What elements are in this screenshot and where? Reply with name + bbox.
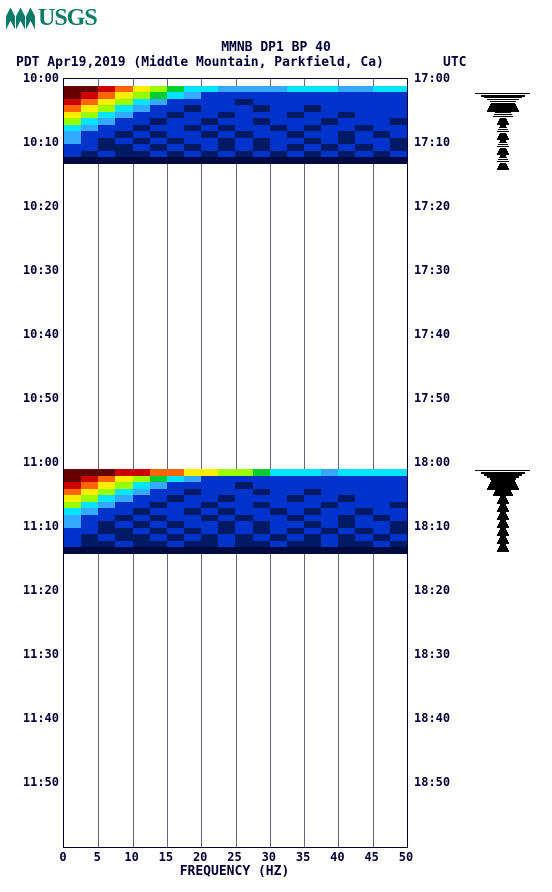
- x-tick: 50: [399, 850, 413, 864]
- left-tick: 10:10: [14, 135, 59, 149]
- right-tick: 17:30: [414, 263, 450, 277]
- logo-waves: [6, 8, 36, 30]
- x-tick: 35: [296, 850, 310, 864]
- x-axis-label: FREQUENCY (HZ): [63, 864, 406, 879]
- x-tick: 0: [59, 850, 66, 864]
- left-tick: 10:50: [14, 391, 59, 405]
- x-tick: 10: [124, 850, 138, 864]
- left-tick: 11:00: [14, 455, 59, 469]
- left-tick: 10:40: [14, 327, 59, 341]
- left-tick: 10:20: [14, 199, 59, 213]
- right-tick: 18:20: [414, 583, 450, 597]
- left-tick: 11:10: [14, 519, 59, 533]
- right-tick: 17:20: [414, 199, 450, 213]
- left-tick: 11:30: [14, 647, 59, 661]
- right-tick: 18:40: [414, 711, 450, 725]
- right-tick: 18:10: [414, 519, 450, 533]
- x-tick: 30: [262, 850, 276, 864]
- x-tick: 40: [330, 850, 344, 864]
- chart-title: MMNB DP1 BP 40: [0, 40, 552, 55]
- usgs-logo: USGS: [6, 5, 97, 32]
- x-tick: 15: [159, 850, 173, 864]
- waveform-2: [475, 462, 530, 557]
- right-tick: 17:40: [414, 327, 450, 341]
- x-tick: 25: [227, 850, 241, 864]
- right-tick: 18:30: [414, 647, 450, 661]
- right-tick: 17:00: [414, 71, 450, 85]
- left-tick: 10:00: [14, 71, 59, 85]
- right-tick: 17:10: [414, 135, 450, 149]
- left-tick: 11:20: [14, 583, 59, 597]
- left-tick: 11:40: [14, 711, 59, 725]
- left-tick: 11:50: [14, 775, 59, 789]
- subtitle-right: UTC: [443, 55, 466, 70]
- x-tick: 5: [94, 850, 101, 864]
- subtitle-left: PDT Apr19,2019 (Middle Mountain, Parkfie…: [16, 55, 384, 70]
- logo-text: USGS: [38, 5, 97, 32]
- waveform-1: [475, 85, 530, 175]
- spectrogram-plot: [63, 78, 408, 848]
- x-tick: 45: [364, 850, 378, 864]
- right-tick: 18:00: [414, 455, 450, 469]
- x-tick: 20: [193, 850, 207, 864]
- right-tick: 17:50: [414, 391, 450, 405]
- right-tick: 18:50: [414, 775, 450, 789]
- left-tick: 10:30: [14, 263, 59, 277]
